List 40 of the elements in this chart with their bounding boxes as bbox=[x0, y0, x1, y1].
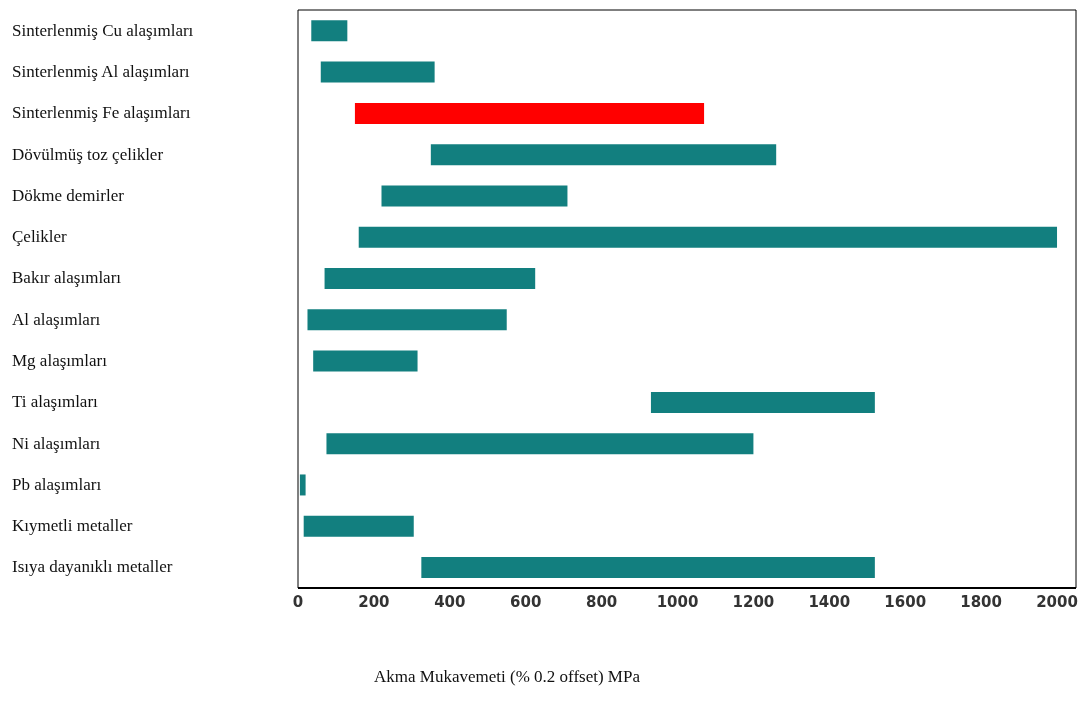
x-tick-label: 1200 bbox=[732, 592, 775, 611]
x-tick-label: 1000 bbox=[656, 592, 699, 611]
x-tick-label: 2000 bbox=[1036, 592, 1078, 611]
y-tick-label: Sinterlenmiş Fe alaşımları bbox=[12, 103, 191, 123]
x-tick-label: 400 bbox=[434, 592, 466, 611]
x-tick-label: 1400 bbox=[808, 592, 851, 611]
bar bbox=[381, 185, 568, 207]
y-tick-label: Sinterlenmiş Al alaşımları bbox=[12, 61, 190, 81]
x-tick-label: 1800 bbox=[960, 592, 1002, 611]
bar bbox=[326, 433, 754, 455]
bar bbox=[324, 268, 536, 290]
y-tick-label: Ni alaşımları bbox=[12, 433, 101, 453]
bar bbox=[313, 350, 418, 372]
y-tick-label: Al alaşımları bbox=[12, 309, 101, 329]
y-tick-label: Dökme demirler bbox=[12, 185, 125, 205]
y-tick-label: Pb alaşımları bbox=[12, 474, 102, 494]
bar bbox=[311, 20, 348, 42]
x-axis-title: Akma Mukavemeti (% 0.2 offset) MPa bbox=[374, 667, 641, 687]
y-tick-label: Ti alaşımları bbox=[12, 392, 99, 412]
x-tick-label: 1600 bbox=[884, 592, 927, 611]
bar bbox=[430, 144, 777, 166]
bar bbox=[307, 309, 507, 331]
y-tick-label: Isıya dayanıklı metaller bbox=[12, 557, 173, 577]
bar bbox=[421, 557, 875, 579]
x-tick-label: 200 bbox=[358, 592, 390, 611]
y-tick-label: Çelikler bbox=[12, 227, 68, 247]
y-tick-label: Bakır alaşımları bbox=[12, 268, 122, 288]
x-tick-label: 600 bbox=[510, 592, 542, 611]
y-tick-label: Dövülmüş toz çelikler bbox=[12, 144, 164, 164]
bar bbox=[303, 515, 414, 537]
bar bbox=[299, 474, 306, 496]
bar bbox=[320, 61, 435, 83]
bar bbox=[358, 226, 1058, 248]
x-tick-label: 800 bbox=[585, 592, 618, 611]
y-tick-label: Sinterlenmiş Cu alaşımları bbox=[12, 20, 194, 40]
y-tick-label: Kıymetli metaller bbox=[12, 516, 133, 536]
bar bbox=[650, 391, 875, 413]
x-tick-label: 0 bbox=[292, 592, 304, 611]
bar bbox=[354, 102, 705, 124]
y-tick-label: Mg alaşımları bbox=[12, 350, 108, 370]
